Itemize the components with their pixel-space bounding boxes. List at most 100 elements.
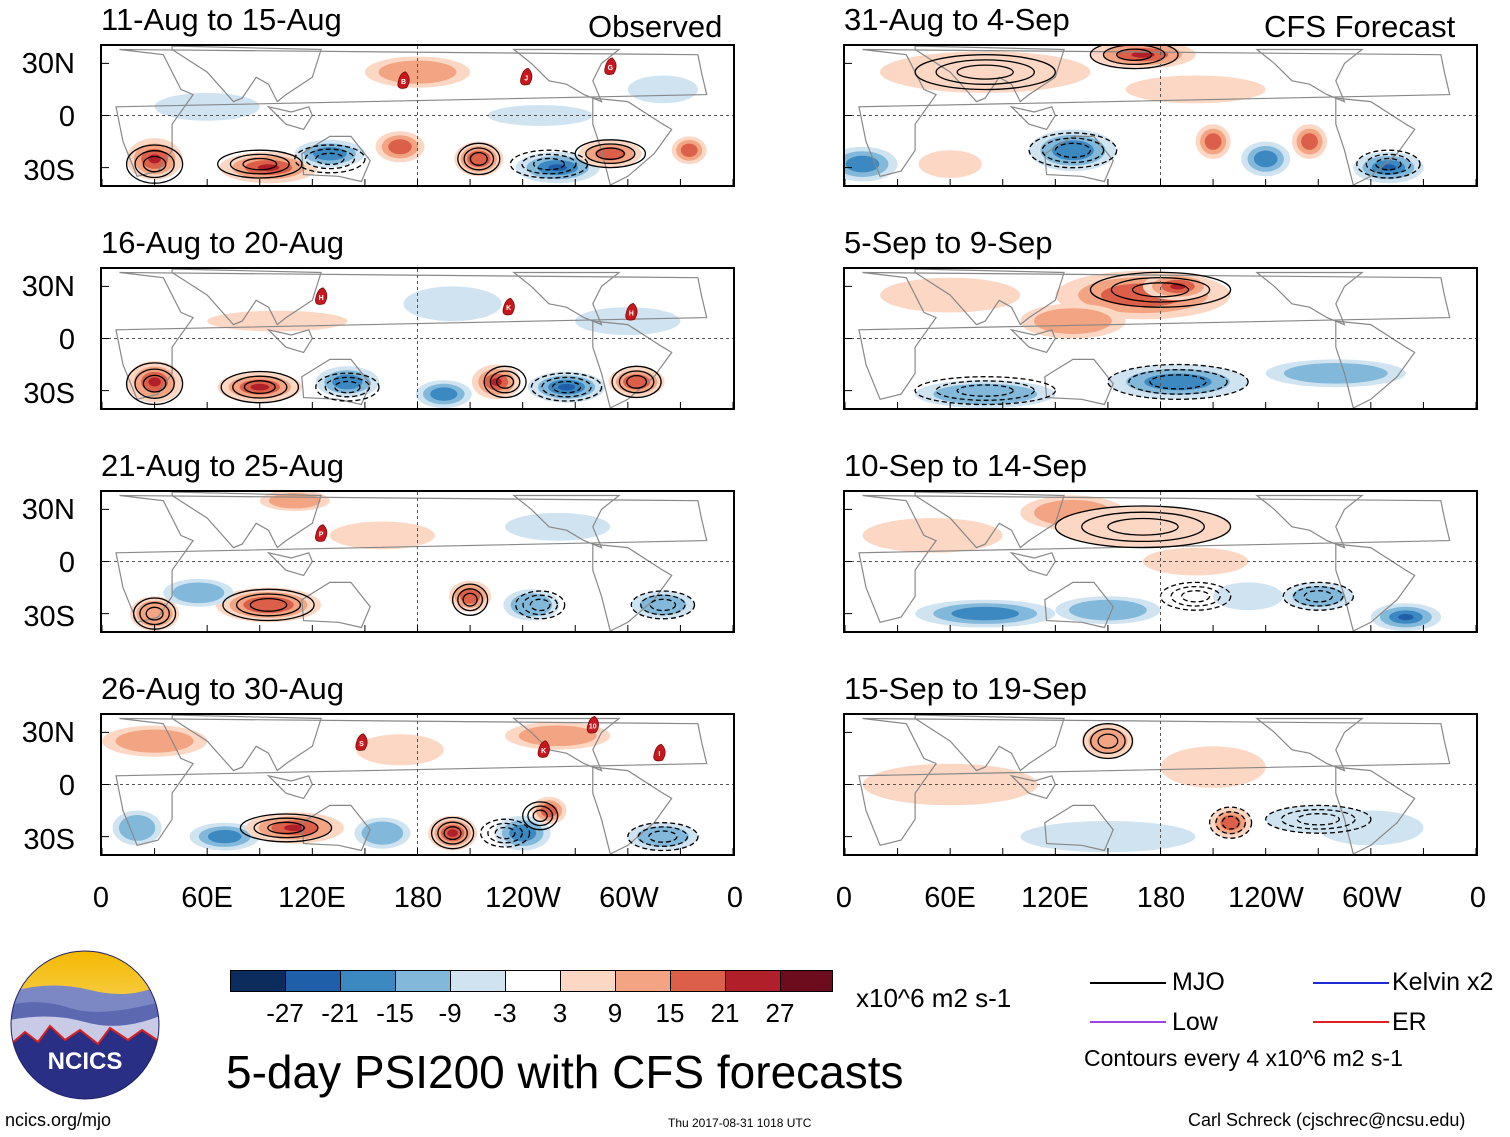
legend-line-kelvin — [1313, 982, 1389, 984]
storm-marker-symbol — [315, 524, 328, 542]
mjo-contour-positive — [935, 59, 1035, 85]
positive-anomaly — [329, 521, 435, 550]
storm-marker-label: H — [629, 310, 634, 317]
coastline — [115, 271, 708, 401]
main-title: 5-day PSI200 with CFS forecasts — [226, 1046, 904, 1098]
mjo-contour-positive — [1054, 505, 1232, 549]
lat-label-30s: 30S — [23, 601, 75, 633]
colorbar-box-4 — [450, 970, 506, 992]
coastline — [1044, 804, 1114, 852]
negative-anomaly — [361, 821, 404, 845]
positive-anomaly — [1160, 746, 1266, 788]
map-svg-0: B J G — [102, 46, 733, 185]
coastline — [301, 804, 371, 852]
mjo-contour-positive — [229, 153, 290, 175]
legend-line-er — [1313, 1021, 1389, 1023]
lon-label: 60W — [599, 882, 659, 914]
mjo-contour-positive — [914, 54, 1056, 91]
mjo-contour-positive — [145, 606, 164, 621]
panel-title-2: 21-Aug to 25-Aug — [101, 448, 345, 483]
lon-label: 0 — [835, 882, 853, 914]
mjo-contour-positive — [142, 155, 167, 173]
storm-marker-label: K — [506, 305, 511, 312]
coastline — [592, 543, 673, 631]
lat-label-30s: 30S — [23, 824, 75, 856]
mjo-contour-negative — [551, 380, 582, 394]
mjo-contour-positive — [496, 374, 515, 389]
coastline — [1044, 135, 1114, 183]
lon-label: 120E — [1021, 882, 1089, 914]
map-svg-7 — [845, 715, 1476, 854]
mjo-contour-positive — [134, 150, 175, 179]
lon-label: 120W — [1228, 882, 1304, 914]
legend-label-kelvin: Kelvin x2 — [1392, 968, 1494, 996]
storm-marker: S — [355, 733, 368, 751]
coastline — [858, 48, 1451, 178]
colorbar-box-9 — [725, 970, 781, 992]
lon-label: 180 — [393, 882, 443, 914]
positive-anomaly — [1034, 308, 1112, 334]
mjo-contour-negative — [529, 598, 551, 612]
positive-anomaly — [447, 829, 458, 837]
legend-label-er: ER — [1392, 1008, 1427, 1036]
colorbar-box-7 — [615, 970, 671, 992]
mjo-contour-negative — [1041, 137, 1105, 164]
lon-label: 180 — [1136, 882, 1186, 914]
mjo-contour-positive — [1089, 46, 1179, 70]
storm-marker-label: I — [658, 751, 660, 758]
mjo-contour-negative — [935, 380, 1035, 401]
negative-anomaly — [118, 815, 156, 841]
mjo-contour-positive — [626, 374, 648, 389]
map-panel-0: B J G — [100, 44, 735, 187]
colorbar-label: 15 — [655, 998, 685, 1028]
storm-marker-symbol — [625, 303, 638, 321]
lat-label-eq: 0 — [58, 101, 75, 133]
coastline — [592, 97, 673, 185]
coastline — [1335, 320, 1416, 408]
lon-label: 120E — [278, 882, 346, 914]
colorbar-box-10 — [780, 970, 833, 992]
mjo-contour-positive — [457, 588, 484, 612]
lon-label: 120W — [485, 882, 561, 914]
mjo-contour-positive — [1097, 733, 1119, 749]
map-panel-7 — [843, 713, 1478, 856]
coastline — [171, 269, 322, 326]
mjo-contour-positive — [1102, 46, 1166, 66]
mjo-contour-positive — [235, 593, 302, 617]
positive-anomaly — [284, 824, 306, 832]
colorbar-label: -21 — [321, 998, 359, 1028]
map-svg-4 — [845, 46, 1476, 185]
colorbar-box-2 — [340, 970, 396, 992]
mjo-contour-positive — [437, 821, 468, 845]
positive-anomaly — [862, 763, 1038, 806]
lon-label: 60E — [181, 882, 233, 914]
mjo-contour-negative — [1208, 806, 1253, 839]
mjo-contour-positive — [1116, 48, 1153, 61]
map-panel-6 — [843, 490, 1478, 633]
storm-marker-symbol — [653, 743, 666, 762]
mjo-contour-negative — [956, 384, 1014, 397]
negative-anomaly — [505, 512, 611, 541]
mjo-contour-negative — [315, 372, 380, 402]
coastline — [914, 492, 1065, 549]
coastline — [171, 715, 322, 772]
coastline — [592, 766, 673, 854]
mjo-contour-positive — [595, 147, 625, 160]
lon-label: 0 — [1469, 882, 1487, 914]
mjo-contour-negative — [914, 376, 1056, 406]
colorbar-label: 27 — [765, 998, 795, 1028]
mjo-contour-negative — [1221, 815, 1240, 830]
mjo-contour-negative — [1365, 153, 1412, 175]
colorbar-box-8 — [670, 970, 726, 992]
map-panel-5 — [843, 267, 1478, 410]
positive-anomaly — [518, 725, 597, 747]
negative-anomaly — [1292, 586, 1345, 607]
logo-text: NCICS — [48, 1048, 123, 1075]
negative-anomaly — [558, 383, 575, 391]
footer-url[interactable]: ncics.org/mjo — [5, 1110, 112, 1130]
coastline — [1335, 766, 1416, 854]
mjo-contour-positive — [232, 375, 288, 399]
positive-anomaly — [460, 588, 481, 604]
panel-title-4: 31-Aug to 4-Sep — [844, 2, 1070, 37]
mjo-contour-negative — [479, 818, 531, 848]
